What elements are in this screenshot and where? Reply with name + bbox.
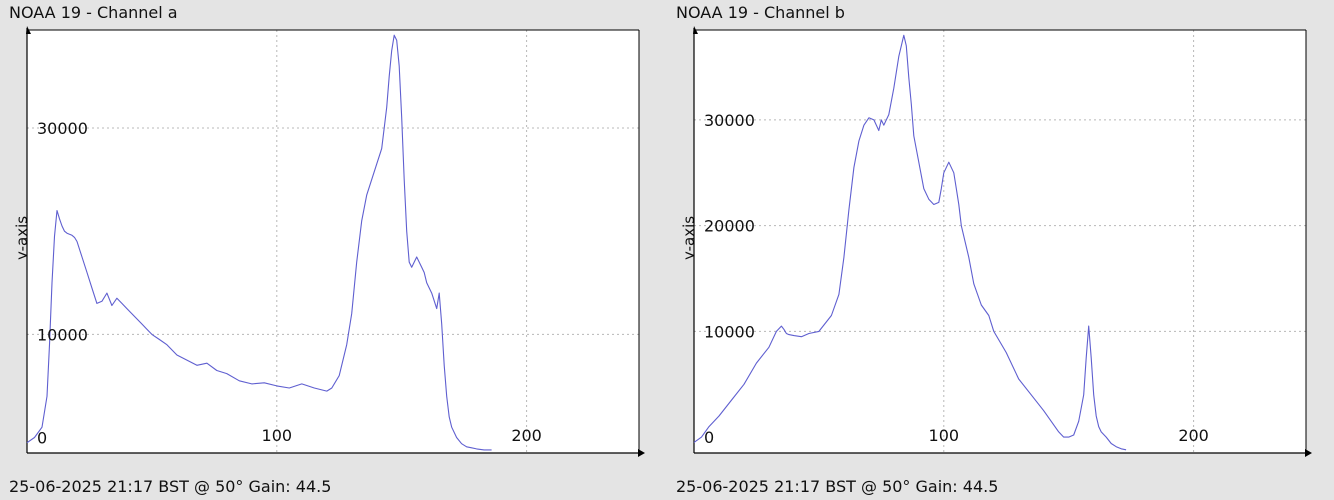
chart-panel-channel-b: NOAA 19 - Channel b y-axis 0 10000 20000 30… [667,0,1334,500]
chart-plot-area: 0 10000 20000 30000 100 200 [693,26,1312,457]
y-axis-arrow [26,26,31,34]
y-tick-label: 30000 [37,119,88,138]
x-tick-label: 200 [511,426,542,445]
y-tick-label: 30000 [704,111,755,130]
chart-footer: 25-06-2025 21:17 BST @ 50° Gain: 44.5 [9,477,332,496]
y-axis-arrow [693,26,698,34]
plot-background [27,30,639,453]
y-tick-label: 0 [704,428,714,447]
y-tick-label: 10000 [37,325,88,344]
x-tick-label: 100 [262,426,293,445]
chart-title: NOAA 19 - Channel b [676,3,845,22]
y-tick-label: 0 [37,429,47,448]
chart-footer: 25-06-2025 21:17 BST @ 50° Gain: 44.5 [676,477,999,496]
x-tick-label: 200 [1178,426,1209,445]
series-line [26,34,492,451]
chart-panel-channel-a: NOAA 19 - Channel a y-axis 0 10000 30000 10… [9,3,645,496]
chart-title: NOAA 19 - Channel a [9,3,178,22]
chart-plot-area: 0 10000 30000 100 200 [26,26,645,457]
plot-background [694,30,1306,453]
x-tick-label: 100 [929,426,960,445]
x-axis-arrow [1305,449,1312,457]
y-tick-label: 20000 [704,217,755,236]
y-tick-label: 10000 [704,322,755,341]
series-line [693,34,1127,451]
x-axis-arrow [638,449,645,457]
